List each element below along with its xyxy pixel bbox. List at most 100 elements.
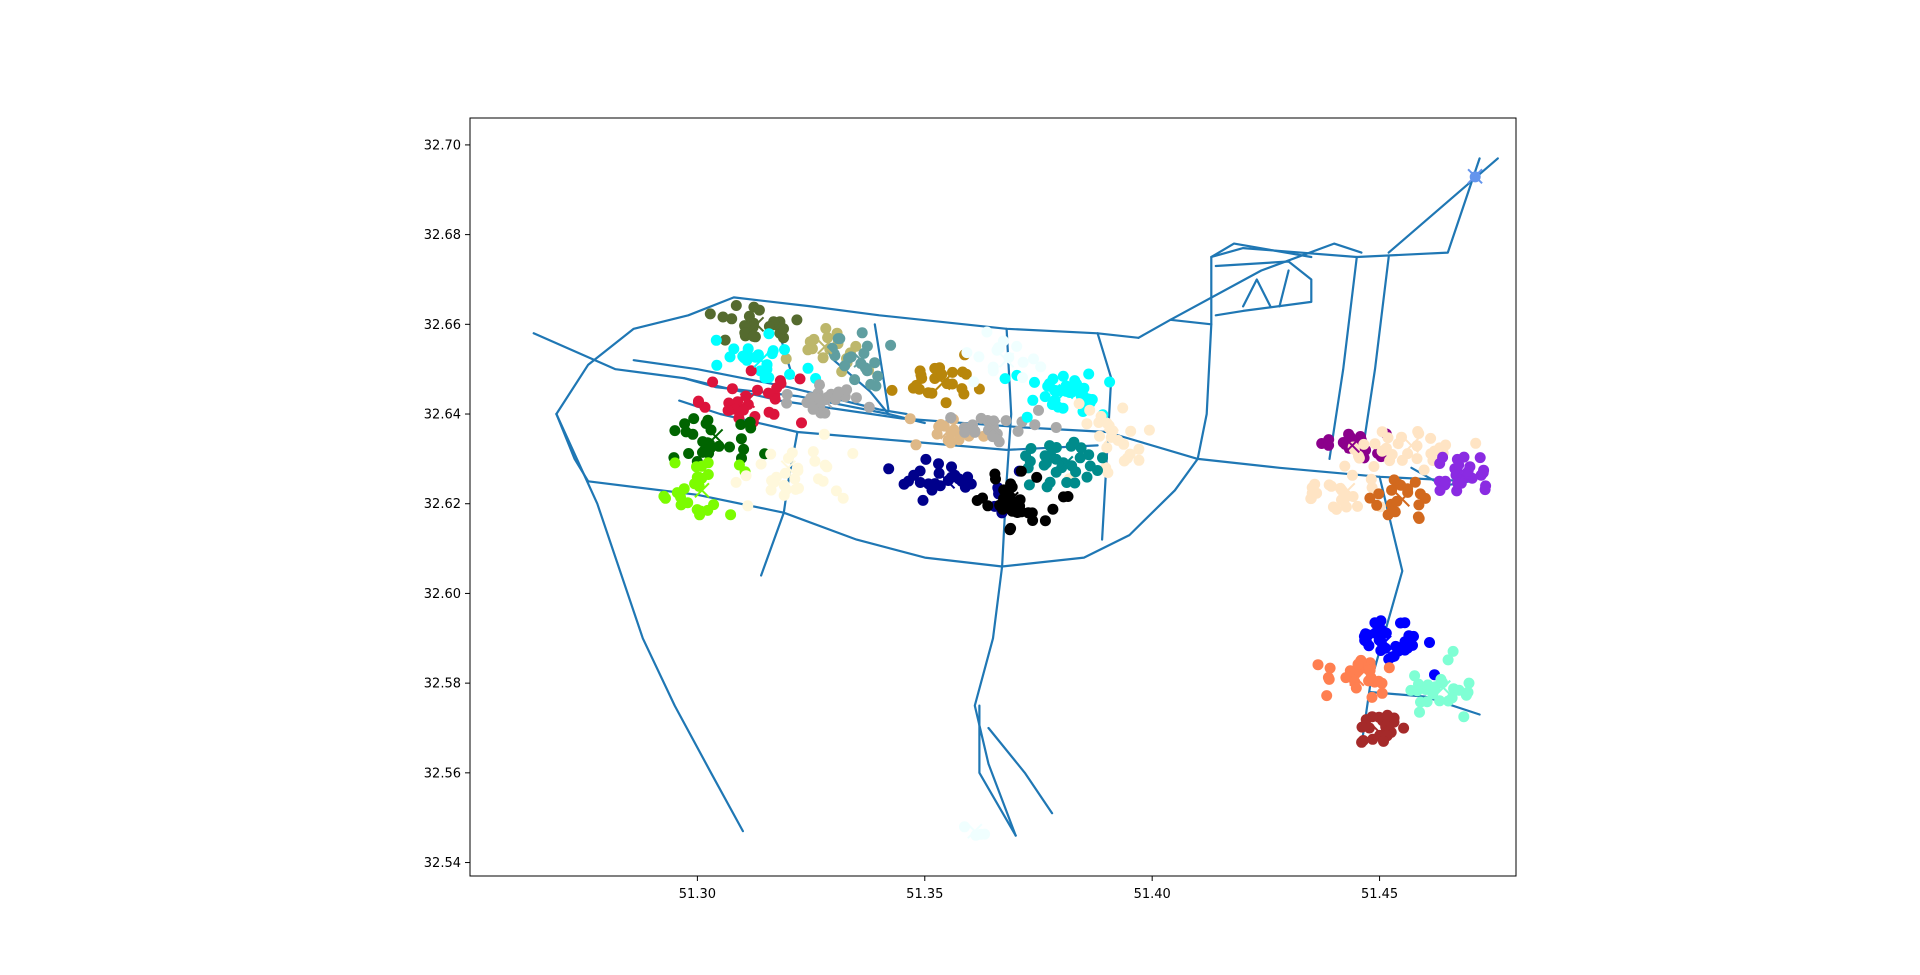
point [821,461,833,473]
point [1311,487,1323,499]
point [710,334,722,346]
point [1125,425,1137,437]
point [904,413,916,425]
y-tick-label: 32.56 [424,766,461,781]
point [1324,662,1336,674]
point [722,404,734,416]
point [1402,486,1414,498]
cluster-3 [710,328,822,384]
cluster-center-marker [817,392,833,409]
point [739,327,751,339]
point [847,448,859,459]
point [1442,654,1454,666]
cluster-center-marker [739,392,756,409]
point [1107,425,1119,437]
x-tick-label: 51.30 [679,887,716,902]
point [926,387,938,399]
point [1061,477,1073,488]
y-tick-label: 32.66 [424,318,461,333]
y-tick-label: 32.70 [424,138,461,153]
point [1368,461,1380,472]
point [1453,684,1465,696]
point [1057,370,1069,382]
point [1031,471,1043,483]
road-25 [873,323,890,411]
point [1094,430,1105,442]
point [730,300,742,311]
cluster-center-marker [998,352,1015,368]
road-3 [555,412,744,833]
point [766,348,778,360]
y-tick-label: 32.60 [424,587,461,602]
y-tick-label: 32.58 [424,677,461,692]
point [1323,479,1335,491]
point [903,475,914,487]
point [738,443,750,455]
point [999,373,1011,385]
point [1015,465,1027,477]
point [765,448,777,460]
point [1340,501,1352,513]
point [1408,630,1419,642]
point [959,426,971,438]
road-15 [1242,278,1272,308]
cluster-14 [1063,398,1155,485]
point [1375,615,1387,627]
y-tick-label: 32.62 [424,497,461,512]
point [1073,398,1085,410]
point [1378,444,1390,456]
point [687,428,699,440]
point [753,304,765,316]
cluster-center-marker [1376,635,1392,651]
point [1027,515,1039,526]
point [1039,515,1051,527]
point [1477,467,1489,479]
point [1133,454,1145,466]
point [1081,471,1093,483]
point [717,311,729,323]
point [1336,484,1348,496]
point [1033,404,1044,416]
cluster-centers [694,168,1483,839]
point [1411,453,1423,465]
point [1373,634,1385,646]
point [781,397,793,409]
point [1353,450,1364,462]
point [1017,372,1028,384]
point [883,463,895,475]
point [728,343,740,355]
point [1458,711,1470,723]
point [737,404,749,416]
point [973,351,985,363]
point [1104,376,1116,388]
point [802,344,814,356]
point [1391,495,1403,507]
point [725,509,737,521]
cluster-center-marker [780,460,797,476]
point [940,397,952,409]
point [1358,438,1370,450]
axes-frame [469,117,1517,877]
point [774,375,786,387]
point [1346,469,1358,481]
point [1463,677,1475,689]
point [1458,451,1470,463]
point [1386,484,1398,496]
point [742,500,754,512]
point [850,392,862,404]
y-axis: 32.54 32.56 32.58 32.60 32.62 32.64 32.66 32.68… [424,138,470,871]
point [910,439,922,451]
point [1143,424,1155,436]
cluster-center-marker [939,424,956,440]
point [1047,373,1059,385]
point [1369,438,1381,450]
cluster-center-marker [853,352,869,368]
point [945,412,957,424]
point [1437,451,1449,463]
point [920,453,932,465]
point [856,327,868,339]
cluster-center-marker [748,316,765,333]
point [726,383,738,395]
cluster-center-marker [1394,491,1411,507]
point [1366,691,1378,703]
